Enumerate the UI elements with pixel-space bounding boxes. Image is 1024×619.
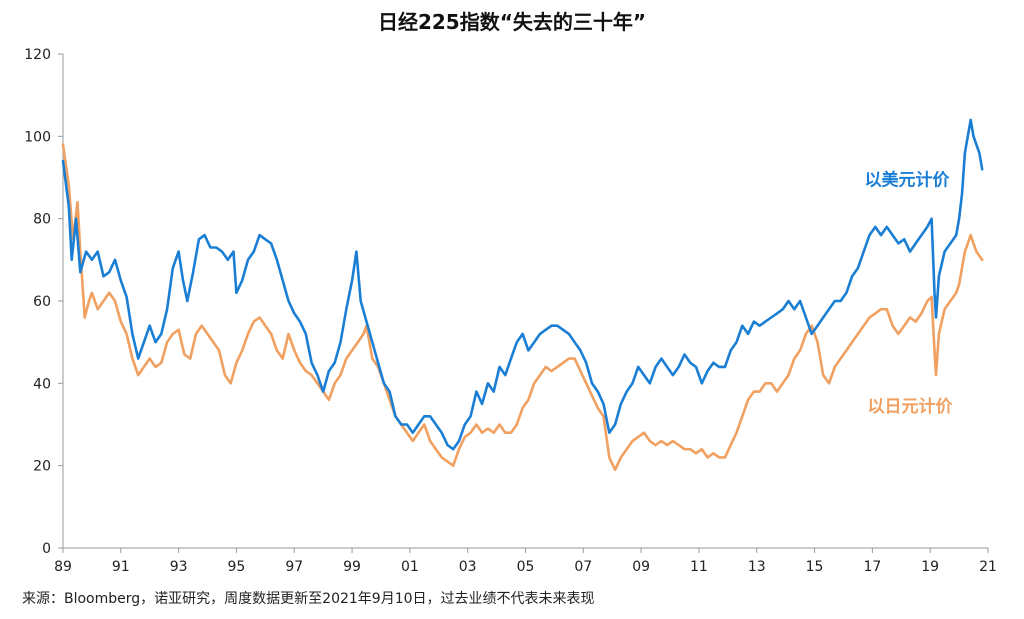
chart-title: 日经225指数“失去的三十年”	[377, 10, 647, 34]
x-tick-label: 05	[517, 559, 535, 575]
x-tick-label: 95	[228, 559, 246, 575]
chart-axes: 0 20 40 60 80 100 120 89 91 93 95 97 99 01 03 05 07 09 11 1…	[24, 47, 997, 575]
y-tick-label: 40	[33, 376, 51, 392]
y-tick-label: 60	[33, 294, 51, 310]
x-tick-label: 07	[574, 559, 592, 575]
series-line-usd	[61, 118, 984, 451]
x-tick-label: 99	[343, 559, 361, 575]
source-note: 来源：Bloomberg，诺亚研究，周度数据更新至2021年9月10日，过去业绩…	[22, 591, 595, 607]
x-tick-label: 19	[921, 559, 939, 575]
y-tick-label: 20	[33, 459, 51, 475]
x-tick-label: 91	[112, 559, 130, 575]
x-tick-label: 15	[806, 559, 824, 575]
x-tick-label: 09	[632, 559, 650, 575]
x-tick-label: 03	[459, 559, 477, 575]
y-tick-label: 80	[33, 212, 51, 228]
y-tick-label: 0	[42, 541, 51, 557]
x-tick-label: 11	[690, 559, 708, 575]
y-tick-label: 120	[24, 47, 51, 63]
series-line-jpy	[61, 143, 984, 472]
x-tick-label: 89	[54, 559, 72, 575]
series-label-jpy: 以日元计价	[867, 396, 953, 417]
x-tick-label: 21	[979, 559, 997, 575]
y-tick-label: 100	[24, 129, 51, 145]
x-tick-label: 97	[285, 559, 303, 575]
x-tick-label: 93	[170, 559, 188, 575]
x-tick-label: 17	[863, 559, 881, 575]
x-tick-label: 01	[401, 559, 419, 575]
series-label-usd: 以美元计价	[865, 170, 951, 191]
x-tick-label: 13	[748, 559, 766, 575]
series-layer	[61, 118, 984, 472]
